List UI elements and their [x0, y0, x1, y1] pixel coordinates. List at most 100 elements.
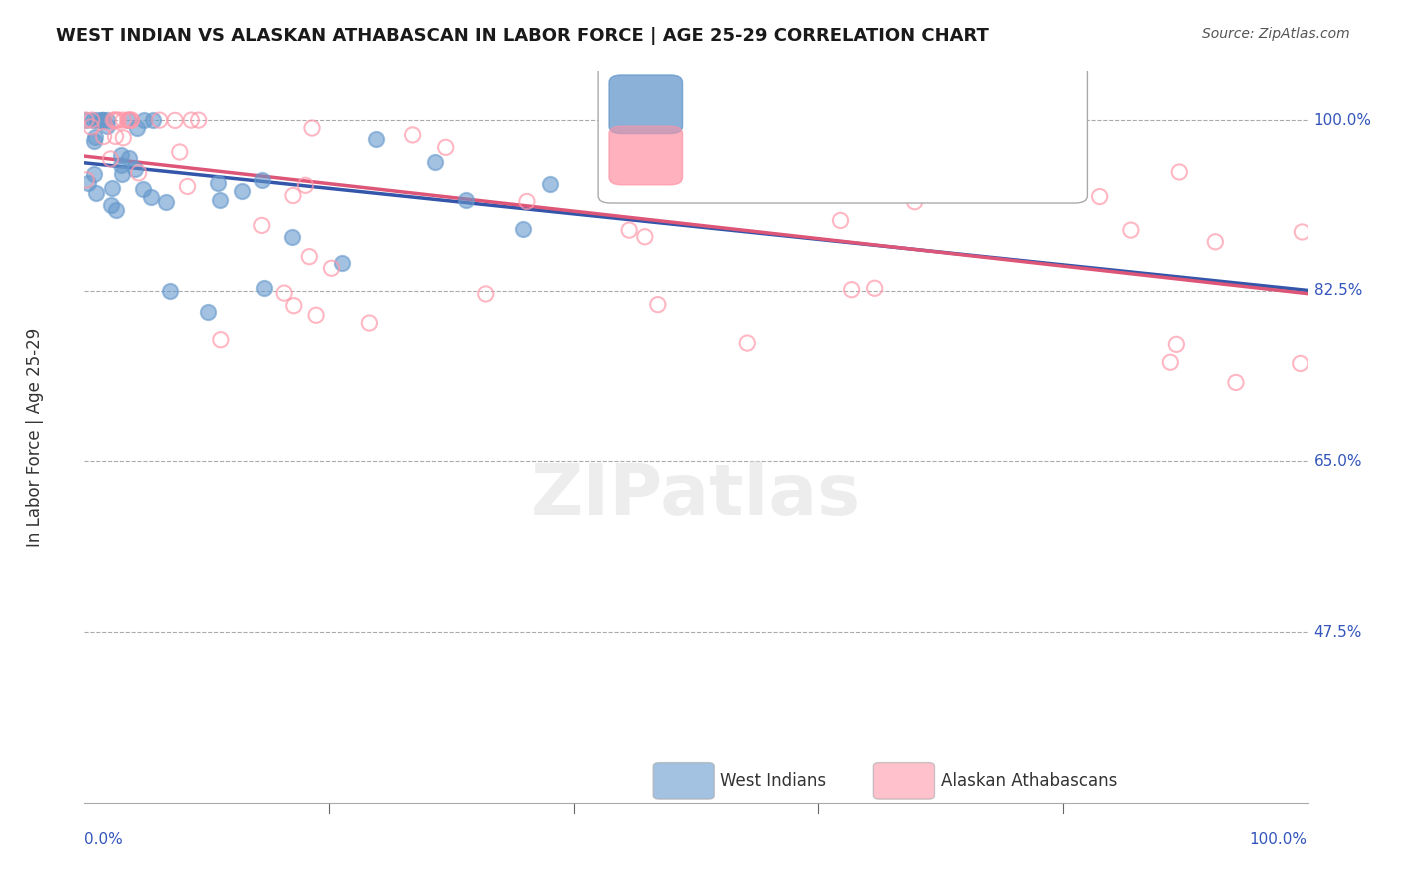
Point [165, 113, 187, 128]
Point [82, 113, 104, 128]
Point [735, 336, 758, 351]
Point [250, 172, 273, 186]
Point [77, 177, 100, 191]
FancyBboxPatch shape [873, 763, 935, 799]
Point [75, 173, 97, 187]
Point [105, 203, 128, 218]
Text: R =  0.423    N = 43: R = 0.423 N = 43 [682, 97, 882, 115]
Point [128, 166, 150, 180]
Point [273, 286, 295, 301]
Point [1119, 223, 1142, 237]
Point [647, 298, 669, 312]
Text: Source: ZipAtlas.com: Source: ZipAtlas.com [1202, 27, 1350, 41]
Text: 0.0%: 0.0% [84, 832, 124, 847]
Point [103, 113, 125, 128]
Point [634, 229, 657, 244]
Text: 65.0%: 65.0% [1313, 454, 1362, 469]
Point [294, 178, 316, 193]
Point [121, 113, 143, 128]
Text: In Labor Force | Age 25-29: In Labor Force | Age 25-29 [27, 327, 45, 547]
Point [91, 113, 114, 128]
Point [780, 150, 803, 164]
Point [321, 261, 343, 276]
Point [512, 221, 534, 235]
Point [149, 113, 172, 128]
Point [1088, 189, 1111, 203]
Point [209, 333, 232, 347]
Point [75, 113, 97, 128]
Point [1168, 165, 1191, 179]
Point [401, 128, 423, 142]
FancyBboxPatch shape [598, 57, 1087, 203]
Point [91, 113, 114, 128]
Point [197, 304, 219, 318]
Point [434, 140, 457, 154]
Point [250, 219, 273, 233]
Point [364, 131, 387, 145]
Point [280, 230, 302, 244]
Point [101, 180, 124, 194]
Point [96, 119, 118, 133]
FancyBboxPatch shape [609, 126, 682, 185]
Point [127, 120, 149, 135]
Point [830, 213, 852, 227]
Point [619, 223, 641, 237]
Point [110, 158, 132, 172]
Point [187, 113, 209, 128]
Point [538, 177, 561, 191]
Point [83, 167, 105, 181]
Point [100, 197, 122, 211]
Point [305, 308, 328, 322]
Point [904, 194, 927, 209]
Point [652, 148, 675, 162]
Point [112, 113, 135, 128]
Point [75, 113, 97, 128]
Point [1291, 225, 1313, 239]
Point [332, 256, 354, 270]
Point [208, 193, 231, 207]
Point [1289, 356, 1312, 370]
Point [93, 129, 115, 144]
Point [120, 113, 142, 128]
Point [454, 194, 477, 208]
Point [112, 130, 135, 145]
Point [117, 113, 139, 128]
Point [131, 182, 153, 196]
Text: 82.5%: 82.5% [1313, 284, 1362, 298]
Text: R =  0.423    N = 43: R = 0.423 N = 43 [682, 97, 882, 115]
Point [104, 129, 127, 144]
Point [83, 134, 105, 148]
Point [80, 120, 103, 134]
Point [142, 113, 165, 128]
Point [298, 250, 321, 264]
Point [111, 167, 134, 181]
Point [169, 145, 191, 159]
Point [281, 188, 304, 202]
Point [103, 113, 125, 128]
Point [107, 113, 129, 128]
Point [253, 281, 276, 295]
Point [124, 161, 146, 176]
FancyBboxPatch shape [609, 75, 682, 134]
Point [301, 121, 323, 136]
Point [207, 176, 229, 190]
Point [84, 186, 107, 201]
Point [155, 194, 177, 209]
Point [86, 113, 108, 128]
Point [110, 148, 132, 162]
Point [105, 113, 128, 128]
Point [117, 113, 139, 128]
Point [359, 316, 381, 330]
Point [425, 155, 447, 169]
Text: R = -0.109    N =  61: R = -0.109 N = 61 [682, 152, 891, 169]
Point [1225, 376, 1247, 390]
Text: Alaskan Athabascans: Alaskan Athabascans [941, 772, 1116, 789]
Point [118, 152, 141, 166]
Point [841, 283, 863, 297]
Point [283, 299, 305, 313]
Point [141, 190, 163, 204]
Point [132, 113, 155, 128]
Point [614, 161, 637, 176]
Point [474, 287, 496, 301]
Point [159, 284, 181, 298]
